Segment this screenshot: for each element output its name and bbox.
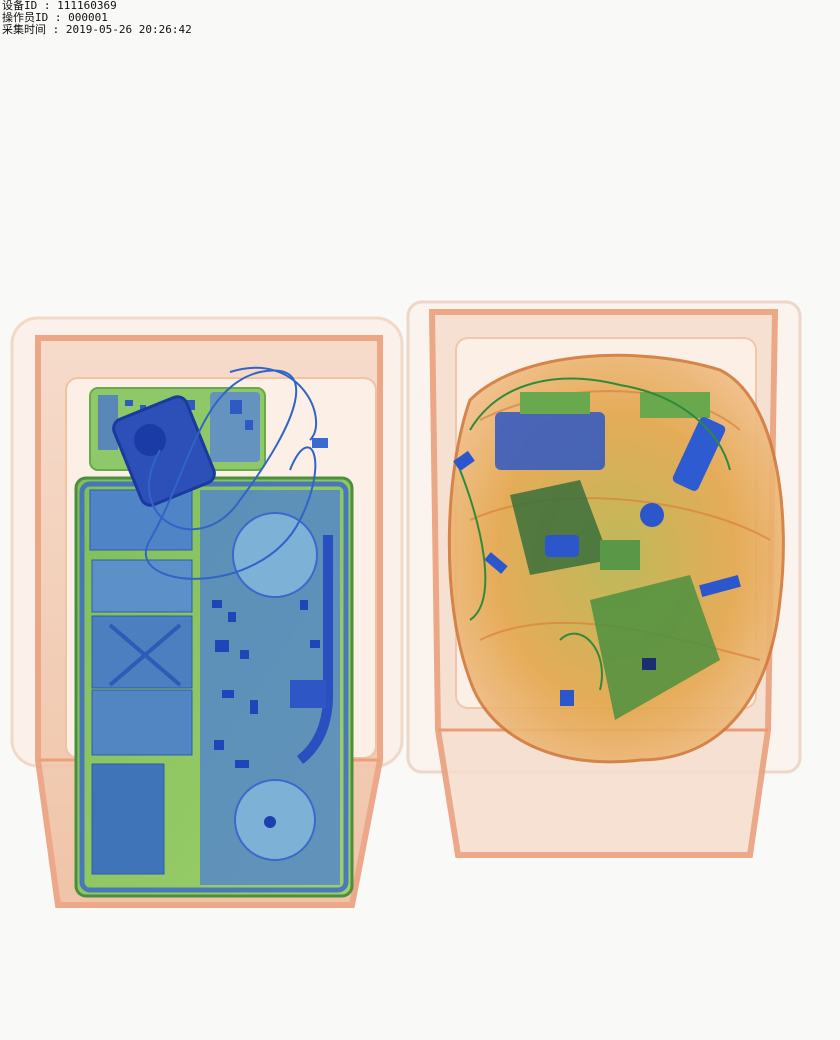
operator-id-text: 操作员ID : 000001 — [2, 11, 108, 24]
bag-object — [447, 353, 785, 764]
charger-with-cable — [112, 366, 328, 580]
device-id-text: 设备ID : 111160369 — [2, 0, 117, 12]
battery-cells — [89, 489, 193, 875]
laptop-object — [74, 476, 354, 898]
logic-board — [200, 490, 340, 885]
scan-info-header: 设备ID : 111160369 操作员ID : 000001 采集时间 : 2… — [2, 0, 192, 36]
capture-time-text: 采集时间 : 2019-05-26 20:26:42 — [2, 23, 192, 36]
